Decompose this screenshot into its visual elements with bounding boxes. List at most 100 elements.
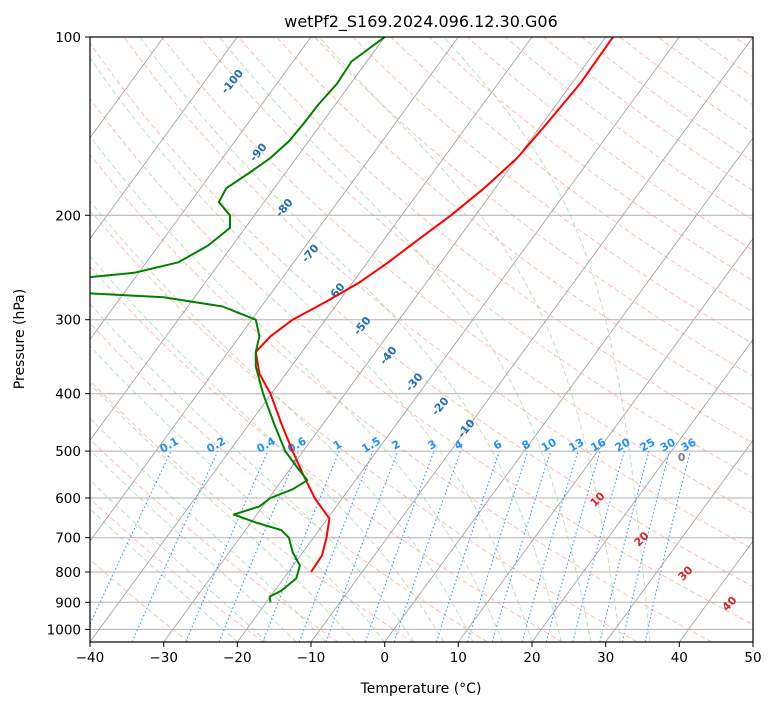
- x-axis-title: Temperature (°C): [360, 681, 482, 697]
- mixing-ratio-label: 30: [658, 435, 678, 454]
- mixing-ratio-line: [325, 450, 399, 642]
- mixing-ratio-label: 6: [491, 437, 504, 452]
- dry-adiabat-line: [90, 497, 264, 642]
- profile-series: [90, 37, 614, 603]
- moist-adiabat-line: [443, 37, 651, 642]
- dry-adiabat-label: -70: [299, 241, 322, 265]
- moist-adiabat-line: [90, 303, 415, 642]
- mixing-ratio-label: 2: [389, 438, 402, 453]
- moist-adiabat-line: [90, 200, 474, 642]
- isotherm-label: 30: [676, 563, 696, 583]
- x-tick-label: −30: [149, 650, 178, 666]
- y-tick-label: 100: [55, 30, 81, 46]
- y-tick-label: 200: [55, 208, 81, 224]
- y-tick-label: 400: [55, 387, 81, 403]
- x-tick-label: 10: [450, 650, 467, 666]
- dry-adiabat-line: [90, 265, 563, 642]
- skewed-isotherms: [90, 37, 753, 642]
- isotherm-line: [236, 37, 680, 642]
- x-tick-label: −40: [76, 650, 105, 666]
- plot-frame: [89, 36, 754, 643]
- dry-adiabat-line: [90, 438, 339, 642]
- isotherm-line: [310, 37, 753, 642]
- dry-adiabats: [90, 37, 753, 642]
- dry-adiabat-line: [90, 558, 190, 642]
- mixing-ratio-line: [435, 450, 500, 642]
- x-axis: −40 −30 −20 −10 0 10 20 30 40 50: [76, 642, 762, 666]
- moist-adiabat-line: [318, 37, 621, 642]
- isotherm-line: [90, 37, 459, 542]
- chart-title: wetPf2_S169.2024.096.12.30.G06: [284, 12, 558, 32]
- mixing-ratio-line: [262, 450, 340, 642]
- mixing-ratio-line: [393, 450, 462, 642]
- plot-area: 0.1 0.2 0.4 0.6 1 1.5 2 3 4 6 8 10 13 16 20 25 30 36-100-…: [90, 37, 753, 642]
- dry-adiabat-label: -80: [273, 196, 296, 220]
- dry-adiabat-line: [161, 37, 753, 514]
- dry-adiabat-line: [90, 97, 753, 626]
- mixing-ratio-label: 0.6: [285, 434, 309, 455]
- x-tick-label: 50: [744, 650, 761, 666]
- dry-adiabat-line: [123, 37, 753, 550]
- mixing-ratio-label: 20: [613, 435, 633, 454]
- y-tick-label: 700: [55, 531, 81, 547]
- mixing-ratio-line: [621, 450, 671, 642]
- mixing-ratio-label: 0.1: [158, 435, 181, 456]
- isotherm-line: [384, 137, 753, 642]
- dry-adiabat-line: [428, 37, 753, 282]
- mixing-ratio-line: [521, 450, 579, 642]
- moist-adiabat-line: [90, 417, 327, 642]
- isotherm-line: [678, 540, 753, 642]
- dry-adiabat-label: -100: [218, 67, 246, 97]
- mixing-ratio-label: 10: [539, 435, 559, 454]
- mixing-ratio-line: [185, 450, 269, 642]
- x-tick-label: 0: [380, 650, 389, 666]
- moist-adiabat-line: [90, 449, 297, 642]
- moist-adiabat-line: [90, 255, 445, 642]
- isotherm-line: [163, 37, 607, 642]
- y-axis-title: Pressure (hPa): [12, 289, 28, 389]
- y-tick-label: 600: [55, 491, 81, 507]
- mixing-ratio-line: [572, 450, 625, 642]
- isotherm-line: [90, 37, 312, 341]
- y-tick-label: 900: [55, 595, 81, 611]
- isotherm-line: [90, 37, 533, 642]
- x-tick-label: 40: [671, 650, 688, 666]
- dry-adiabat-label: -20: [429, 394, 452, 418]
- dry-adiabat-label: -40: [377, 344, 400, 368]
- mixing-ratio-line: [545, 450, 601, 642]
- dry-adiabat-line: [657, 37, 753, 106]
- dry-adiabat-line: [199, 37, 753, 479]
- x-tick-label: 30: [597, 650, 614, 666]
- isotherm-line: [605, 439, 753, 642]
- mixing-ratio-line: [364, 450, 435, 642]
- dewpoint-profile-line: [90, 37, 386, 603]
- moist-adiabat-line: [219, 37, 592, 642]
- mixing-ratio-line: [218, 450, 300, 642]
- dry-adiabat-line: [695, 37, 753, 78]
- dry-adiabat-line: [352, 37, 753, 345]
- mixing-ratio-line: [298, 450, 374, 642]
- isotherm-line: [457, 237, 753, 642]
- moist-adiabat-line: [90, 508, 238, 642]
- x-tick-label: 20: [523, 650, 540, 666]
- mixing-ratio-line: [644, 450, 691, 642]
- dry-adiabat-label: -50: [351, 314, 374, 338]
- mixing-ratio-label: 1.5: [360, 435, 383, 456]
- mixing-ratio-label: 8: [520, 438, 533, 453]
- moist-adiabat-line: [90, 135, 503, 642]
- mixing-ratio-label: 0.4: [254, 434, 278, 455]
- mixing-ratio-label: 16: [589, 435, 609, 454]
- temperature-profile-line: [254, 37, 614, 573]
- moist-adiabat-line: [90, 479, 268, 642]
- y-tick-label: 800: [55, 565, 81, 581]
- dry-adiabat-line: [734, 37, 753, 51]
- moist-adiabat-line: [90, 345, 386, 642]
- x-tick-label: −20: [223, 650, 252, 666]
- isotherm-label: 40: [720, 594, 740, 614]
- dry-adiabat-line: [276, 37, 753, 410]
- mixing-ratio-line: [491, 450, 552, 642]
- isotherm-line: [531, 338, 753, 642]
- dry-adiabat-line: [543, 37, 753, 192]
- mixing-ratio-line: [599, 450, 650, 642]
